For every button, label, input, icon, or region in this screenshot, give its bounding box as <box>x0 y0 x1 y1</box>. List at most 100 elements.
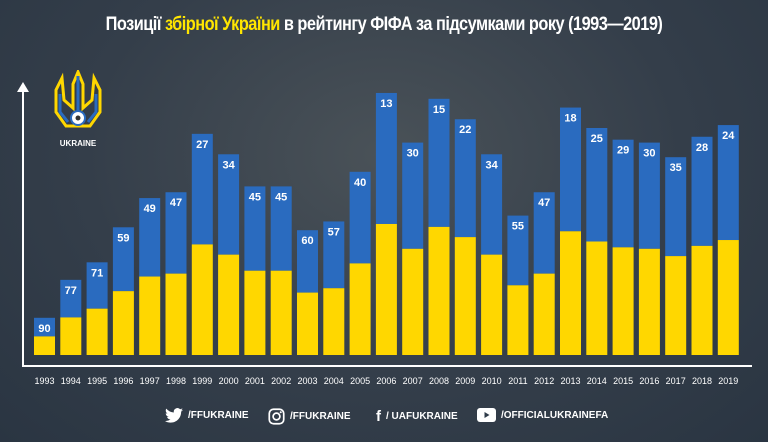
bar-2009-bottom <box>454 237 476 355</box>
trident-crest-icon <box>54 68 102 128</box>
x-tick-label: 2018 <box>692 376 712 386</box>
bar-2008-top <box>428 98 450 227</box>
data-label: 27 <box>196 139 208 151</box>
bar-2002-bottom <box>270 270 292 355</box>
x-tick-label: 2001 <box>245 376 265 386</box>
x-tick-label: 1997 <box>140 376 160 386</box>
x-tick-label: 2011 <box>508 376 527 386</box>
data-label: 60 <box>301 235 313 247</box>
social-twitter[interactable]: /FFUKRAINE <box>165 408 249 423</box>
bar-1998-bottom <box>165 273 187 355</box>
youtube-label: /OFFICIALUKRAINEFA <box>501 409 609 421</box>
x-tick-label: 2019 <box>718 376 738 386</box>
youtube-icon <box>477 408 496 422</box>
social-facebook[interactable]: f / UAFUKRAINE <box>376 408 458 425</box>
bar-2012-top <box>533 192 555 274</box>
data-label: 30 <box>407 148 419 160</box>
bar-2011-bottom <box>507 285 529 355</box>
instagram-label: /FFUKRAINE <box>290 411 351 422</box>
bar-2016-top <box>638 142 660 249</box>
data-label: 15 <box>433 104 445 116</box>
data-label: 45 <box>249 191 261 203</box>
bar-1993-bottom <box>34 336 55 355</box>
title-part1: Позиції <box>105 14 162 35</box>
title-part2: в рейтингу ФІФА за підсумками року (1993… <box>283 14 663 35</box>
bar-1996-bottom <box>112 291 134 355</box>
bar-2003-bottom <box>297 292 318 355</box>
bar-2005-top <box>349 171 371 264</box>
bar-2000-top <box>218 154 240 255</box>
x-tick-label: 2007 <box>403 376 423 386</box>
x-tick-label: 2006 <box>376 376 396 386</box>
bar-2004-bottom <box>323 288 345 355</box>
bar-2007-bottom <box>402 248 424 355</box>
bar-2007-top <box>402 142 424 249</box>
x-tick-label: 1999 <box>192 376 212 386</box>
bar-1998-top <box>165 192 187 274</box>
social-instagram[interactable]: /FFUKRAINE <box>268 408 351 425</box>
bar-1993-top <box>34 317 55 337</box>
bar-2018-bottom <box>691 245 713 355</box>
x-tick-label: 2005 <box>350 376 370 386</box>
x-tick-label: 1996 <box>113 376 133 386</box>
x-tick-label: 1995 <box>87 376 107 386</box>
x-tick-label: 2014 <box>587 376 607 386</box>
facebook-label: / UAFUKRAINE <box>386 411 458 422</box>
bar-2005-bottom <box>349 263 371 355</box>
x-tick-label: 2015 <box>613 376 633 386</box>
bar-2017-top <box>665 157 687 257</box>
bar-1997-bottom <box>139 276 161 355</box>
bar-2010-bottom <box>481 254 503 355</box>
bar-1995-bottom <box>86 308 108 355</box>
data-label: 34 <box>222 159 235 171</box>
x-tick-label: 2004 <box>324 376 344 386</box>
data-label: 40 <box>354 177 366 189</box>
twitter-icon <box>165 408 183 423</box>
data-label: 18 <box>564 113 576 125</box>
data-label: 24 <box>722 130 735 142</box>
x-tick-label: 2012 <box>534 376 554 386</box>
bar-2006-bottom <box>375 223 397 355</box>
logo-text: UKRAINE <box>59 139 97 148</box>
data-label: 57 <box>328 226 340 238</box>
social-youtube[interactable]: /OFFICIALUKRAINEFA <box>477 408 608 422</box>
x-tick-label: 2003 <box>297 376 317 386</box>
x-tick-label: 2008 <box>429 376 449 386</box>
bar-2013-bottom <box>560 231 581 355</box>
bar-2006-top <box>375 92 397 224</box>
bar-2011-top <box>507 215 529 286</box>
page-title: Позиції збірної України в рейтингу ФІФА … <box>54 14 714 36</box>
bar-1996-top <box>112 227 134 292</box>
x-tick-label: 2002 <box>271 376 291 386</box>
data-label: 77 <box>65 285 77 297</box>
bar-2019-bottom <box>717 240 739 355</box>
bar-1995-top <box>86 262 108 309</box>
bar-2016-bottom <box>638 248 660 355</box>
twitter-label: /FFUKRAINE <box>188 410 249 421</box>
bar-2003-top <box>297 230 318 293</box>
bar-1994-top <box>60 279 82 318</box>
x-tick-label: 2010 <box>482 376 502 386</box>
data-label: 71 <box>91 267 103 279</box>
data-label: 47 <box>170 197 182 209</box>
bar-1999-bottom <box>191 244 213 355</box>
bar-2017-bottom <box>665 256 687 355</box>
data-label: 22 <box>459 124 471 136</box>
bar-1997-top <box>139 198 161 277</box>
data-label: 29 <box>617 145 629 157</box>
data-label: 30 <box>643 148 655 160</box>
bar-2004-top <box>323 221 345 289</box>
data-label: 55 <box>512 221 524 233</box>
bar-2015-bottom <box>612 247 634 355</box>
bar-2008-bottom <box>428 226 450 355</box>
x-tick-label: 1993 <box>34 376 54 386</box>
x-tick-label: 1998 <box>166 376 186 386</box>
facebook-icon: f <box>376 408 381 425</box>
data-label: 59 <box>117 232 129 244</box>
bar-2010-top <box>481 154 503 255</box>
bar-2012-bottom <box>533 273 555 355</box>
data-label: 28 <box>696 142 708 154</box>
bar-2009-top <box>454 119 476 238</box>
data-label: 13 <box>380 98 392 110</box>
bar-2002-top <box>270 186 292 271</box>
